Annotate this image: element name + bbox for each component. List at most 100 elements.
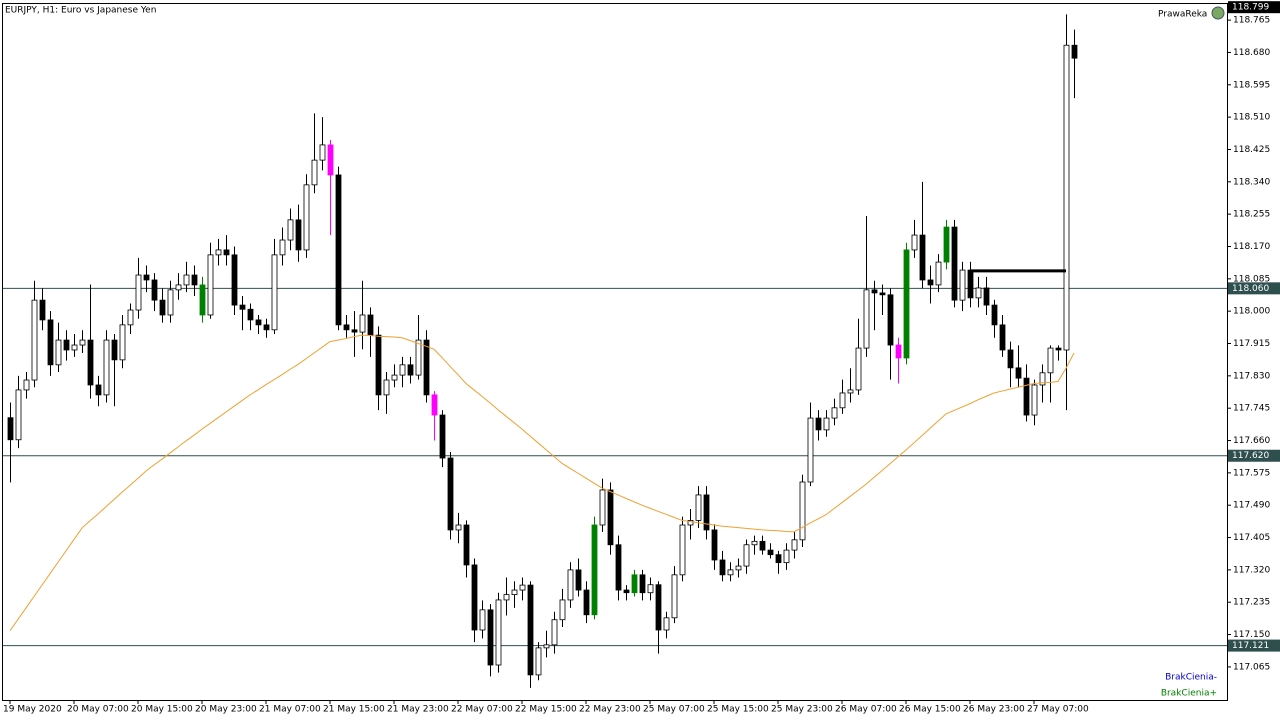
candle-body: [431, 394, 438, 416]
candle-body: [391, 374, 398, 381]
x-tick-label: 26 May 15:00: [899, 705, 961, 715]
level-label: 117.620: [1232, 451, 1269, 461]
candle-body: [639, 574, 646, 594]
candle-body: [207, 254, 214, 316]
candle-body: [591, 524, 598, 616]
x-tick-label: 20 May 15:00: [131, 705, 193, 715]
candle-body: [495, 599, 502, 666]
candle-body: [151, 279, 158, 301]
candle-body: [855, 347, 862, 391]
plot-frame: [2, 3, 1228, 701]
x-tick-label: 21 May 15:00: [323, 705, 385, 715]
candle-body: [543, 644, 550, 649]
candle-body: [343, 324, 350, 331]
candle-body: [359, 314, 366, 333]
candle-body: [399, 364, 406, 376]
candle-body: [447, 457, 454, 531]
candle-body: [687, 520, 694, 526]
brand-icon: [1211, 6, 1225, 20]
candle-body: [111, 339, 118, 361]
y-tick-label: 117.235: [1233, 598, 1270, 608]
y-tick-label: 117.490: [1233, 501, 1270, 511]
candle-body: [439, 414, 446, 459]
candle-body: [911, 234, 918, 251]
candle-body: [703, 494, 710, 531]
candle-body: [327, 144, 334, 176]
x-tick-label: 27 May 07:00: [1027, 705, 1089, 715]
candle-body: [847, 389, 854, 394]
candle-body: [895, 344, 902, 359]
y-tick-label: 117.320: [1233, 565, 1270, 575]
candle-body: [79, 339, 86, 346]
candle-body: [863, 289, 870, 349]
candle-body: [775, 554, 782, 564]
candle-body: [31, 299, 38, 381]
x-tick-label: 22 May 07:00: [451, 705, 513, 715]
candle-body: [671, 574, 678, 619]
candle-body: [879, 292, 886, 296]
moving-average: [9, 334, 1075, 632]
level-label-bg: [1228, 282, 1280, 295]
x-tick-label: 20 May 23:00: [195, 705, 257, 715]
candle-body: [15, 389, 22, 441]
y-tick-label: 118.510: [1233, 113, 1270, 123]
x-tick-label: 19 May 2020: [3, 705, 62, 715]
candle-body: [903, 249, 910, 359]
price-label: 118.799: [1232, 3, 1269, 13]
candle-body: [783, 549, 790, 564]
candle-body: [455, 524, 462, 531]
y-tick-label: 118.765: [1233, 16, 1270, 26]
candle-body: [551, 619, 558, 646]
candle-body: [615, 544, 622, 591]
y-tick-label: 118.170: [1233, 242, 1270, 252]
candle-body: [287, 219, 294, 241]
candle-body: [647, 584, 654, 594]
candle-body: [503, 594, 510, 601]
candle-body: [975, 287, 982, 299]
candle-body: [943, 226, 950, 263]
candle-body: [1007, 349, 1014, 369]
indicator-label: BrakCienia+: [1161, 689, 1217, 699]
candle-body: [63, 339, 70, 351]
candle-body: [679, 524, 686, 576]
candle-body: [7, 417, 14, 441]
candle-body: [815, 417, 822, 431]
candle-body: [103, 339, 110, 396]
candle-body: [239, 304, 246, 310]
candle-body: [471, 564, 478, 631]
level-label-bg: [1228, 639, 1280, 652]
y-tick-label: 117.745: [1233, 404, 1270, 414]
candle-body: [655, 584, 662, 631]
candle-body: [383, 379, 390, 396]
candle-body: [663, 617, 670, 631]
candle-body: [223, 249, 230, 256]
candle-body: [631, 574, 638, 594]
candle-body: [831, 407, 838, 419]
candle-body: [335, 174, 342, 326]
candle-body: [55, 339, 62, 366]
candle-body: [1015, 367, 1022, 379]
candle-body: [983, 287, 990, 306]
candle-body: [799, 481, 806, 541]
candle-body: [599, 489, 606, 526]
candle-body: [199, 284, 206, 316]
x-tick-label: 25 May 23:00: [771, 705, 833, 715]
candle-body: [39, 299, 46, 321]
x-tick-label: 22 May 23:00: [579, 705, 641, 715]
candle-body: [535, 647, 542, 676]
x-tick-label: 21 May 07:00: [259, 705, 321, 715]
y-tick-label: 118.000: [1233, 307, 1270, 317]
candle-body: [567, 569, 574, 601]
y-tick-label: 118.425: [1233, 145, 1270, 155]
candle-body: [719, 559, 726, 576]
y-tick-label: 117.575: [1233, 468, 1270, 478]
candle-body: [887, 294, 894, 346]
candle-body: [623, 589, 630, 594]
level-label: 117.121: [1232, 641, 1269, 651]
candle-body: [519, 584, 526, 591]
y-tick-label: 118.595: [1233, 80, 1270, 90]
price-label-bg: [1228, 1, 1280, 14]
candle-body: [807, 417, 814, 483]
